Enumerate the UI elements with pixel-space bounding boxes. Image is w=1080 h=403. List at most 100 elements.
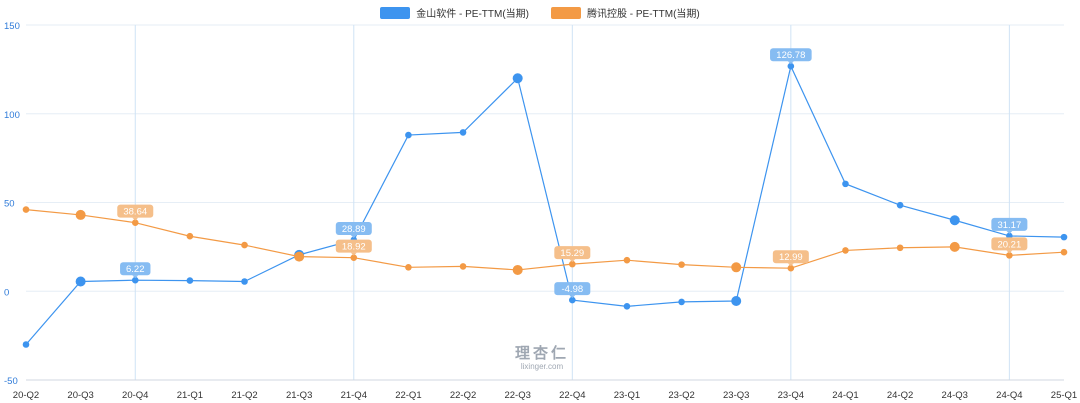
data-label-bg [770,48,812,62]
data-point-s0 [896,201,904,209]
x-tick-label: 24-Q4 [996,390,1022,401]
data-point-s0 [459,129,467,136]
data-point-s1 [623,256,631,264]
data-point-s1 [1060,248,1068,256]
x-tick-label: 20-Q2 [13,390,39,401]
series-line-0 [25,64,1065,345]
data-label-pointer [132,217,139,221]
data-label-bg [335,239,372,253]
y-tick-label: 100 [4,110,20,121]
data-point-s1 [949,241,960,252]
data-label: 20.21 [997,239,1021,250]
watermark-url: lixinger.com [520,362,564,371]
data-point-s1 [787,264,795,272]
data-label-pointer [569,295,576,299]
data-label: 12.99 [779,252,803,263]
data-point-s0 [405,131,412,139]
data-point-s1 [22,206,30,213]
legend-item-kingsoft[interactable]: 金山软件 - PE-TTM(当期) [380,5,529,20]
data-label-pointer [569,259,576,263]
data-point-s0 [623,303,631,310]
data-point-s0 [1060,233,1068,241]
data-point-s1 [241,241,248,249]
y-tick-label: 50 [4,199,15,210]
data-label-bg [991,217,1028,231]
data-point-s1 [294,251,305,262]
x-tick-label: 21-Q4 [341,390,367,401]
data-point-s1 [842,247,849,254]
data-label: 15.29 [560,248,584,259]
data-point-s0 [678,298,685,306]
x-tick-label: 23-Q3 [723,390,749,401]
y-tick-label: 150 [4,21,20,32]
x-tick-label: 24-Q1 [832,390,858,401]
data-label-bg [991,237,1028,251]
data-point-s0 [186,277,194,284]
data-label-pointer [1006,230,1013,234]
watermark-name: 理杏仁 [514,345,569,362]
data-label-pointer [350,234,357,238]
data-point-s1 [512,264,523,275]
data-point-s0 [512,73,523,84]
data-point-s1 [350,254,358,261]
x-tick-label: 21-Q2 [231,390,257,401]
data-label: -4.98 [561,284,583,295]
data-point-s0 [842,180,849,188]
data-label: 31.17 [997,220,1021,231]
data-point-s1 [405,263,412,271]
x-tick-label: 24-Q2 [887,390,913,401]
legend-label-tencent: 腾讯控股 - PE-TTM(当期) [587,9,700,20]
data-point-s1 [678,261,685,268]
data-point-s0 [787,62,795,70]
legend-item-tencent[interactable]: 腾讯控股 - PE-TTM(当期) [551,5,700,20]
x-tick-label: 20-Q4 [122,390,148,401]
data-point-s1 [131,219,139,226]
data-point-s0 [241,278,248,285]
data-label-bg [554,246,591,260]
x-tick-label: 22-Q4 [559,390,585,401]
data-label: 38.64 [123,207,147,218]
data-label-pointer [1006,250,1013,254]
y-tick-label: -50 [4,376,18,387]
data-label-bg [554,282,591,296]
data-point-s0 [731,296,742,307]
data-point-s0 [949,215,960,226]
data-point-s1 [569,260,576,268]
x-tick-label: 23-Q1 [614,390,640,401]
data-label-bg [772,250,809,264]
data-point-s0 [131,276,139,284]
series-line-1 [25,209,1065,271]
x-tick-label: 22-Q1 [395,390,421,401]
x-tick-label: 25-Q1 [1051,390,1077,401]
x-tick-label: 21-Q1 [177,390,203,401]
x-tick-label: 21-Q3 [286,390,312,401]
legend-swatch-tencent [551,6,581,19]
legend-swatch-kingsoft [380,6,411,19]
data-point-s1 [186,232,194,240]
data-label: 6.22 [126,264,145,275]
x-tick-label: 20-Q3 [67,390,93,401]
data-label-bg [120,262,151,276]
data-point-s1 [459,263,467,270]
x-tick-label: 23-Q2 [668,390,694,401]
data-label-pointer [787,61,794,65]
data-label: 18.92 [342,242,366,253]
data-point-s0 [22,341,30,348]
data-label-bg [335,221,372,235]
data-label: 126.78 [776,50,805,61]
data-label-bg [117,204,154,218]
data-point-s0 [569,296,576,304]
x-tick-label: 22-Q3 [504,390,530,401]
data-point-s1 [75,209,86,220]
data-point-s1 [896,244,904,252]
x-tick-label: 24-Q3 [942,390,968,401]
data-label-pointer [350,252,357,256]
x-tick-label: 22-Q2 [450,390,476,401]
data-label-pointer [132,275,139,279]
data-point-s0 [75,276,86,287]
x-tick-label: 23-Q4 [778,390,804,401]
legend-label-kingsoft: 金山软件 - PE-TTM(当期) [416,9,529,20]
data-point-s1 [1006,252,1013,259]
data-label-pointer [787,263,794,267]
